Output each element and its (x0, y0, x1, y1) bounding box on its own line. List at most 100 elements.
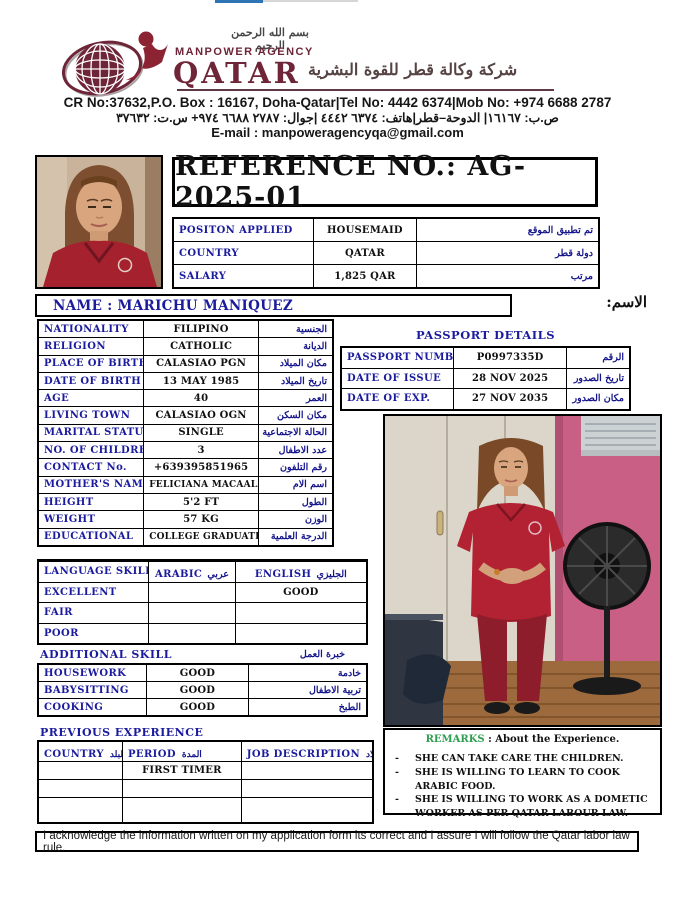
housework-arabic: خادمة (247, 663, 368, 682)
excellent-arabic-value (148, 581, 236, 603)
previous-experience-title: PREVIOUS EXPERIENCE (40, 726, 204, 739)
country-arabic: دولة قطر (415, 241, 600, 265)
scan-artifact-gray-strip (263, 0, 358, 2)
fullbody-photo-image (385, 416, 660, 725)
table-row: DATE OF EXP. 27 NOV 2035 مكان الصدور (340, 388, 631, 410)
table-row: MARITAL STATUS SINGLE الحالة الاجتماعية (37, 423, 334, 443)
poor-label: POOR (37, 622, 150, 645)
detail-value: 3 (143, 441, 259, 460)
period-column-header: PERIOD المدة (122, 740, 242, 762)
detail-value: CALASIAO PGN (143, 354, 259, 373)
table-row: LIVING TOWN CALASIAO OGN مكان السكن (37, 406, 334, 425)
detail-label: NATIONALITY (37, 319, 145, 339)
detail-value: +639395851965 (143, 458, 259, 477)
table-row: CONTACT No. +639395851965 رقم التلفون (37, 458, 334, 477)
header-divider (177, 89, 554, 91)
country-value: QATAR (313, 241, 417, 265)
detail-label: MOTHER'S NAME (37, 475, 145, 494)
detail-value: CALASIAO OGN (143, 406, 259, 425)
salary-label: SALARY (172, 264, 315, 289)
table-row: FIRST TIMER (37, 761, 374, 780)
babysitting-label: BABYSITTING (37, 681, 148, 699)
detail-value: FILIPINO (143, 319, 259, 339)
poor-english-value (234, 622, 368, 645)
detail-value: COLLEGE GRADUATE (143, 527, 259, 547)
table-row (37, 797, 374, 824)
agency-globe-logo (61, 28, 172, 98)
passport-number-value: P0997335D (453, 346, 568, 369)
table-row: POSITON APPLIED HOUSEMAID تم تطبيق الموق… (172, 217, 600, 242)
experience-country-cell (37, 779, 123, 798)
experience-period-cell (122, 779, 242, 798)
detail-label: MARITAL STATUS (37, 423, 145, 443)
country-column-header: COUNTRY البلد (37, 740, 123, 762)
detail-label: NO. OF CHILDREN (37, 441, 145, 460)
table-row (37, 779, 374, 798)
experience-job-cell (240, 761, 374, 780)
passport-details-title: PASSPORT DETAILS (415, 328, 556, 342)
poor-arabic-value (148, 622, 236, 645)
table-row: EXCELLENT GOOD (37, 581, 368, 603)
date-of-issue-label: DATE OF ISSUE (340, 367, 455, 389)
table-row: NATIONALITY FILIPINO الجنسية (37, 319, 334, 339)
country-header-en: COUNTRY (44, 749, 104, 760)
detail-arabic: الجنسية (257, 319, 334, 339)
detail-value: 13 MAY 1985 (143, 371, 259, 391)
table-row: LANGUAGE SKILLS: ARABIC عربي ENGLISH الج… (37, 560, 368, 583)
detail-label: WEIGHT (37, 510, 145, 529)
detail-arabic: مكان الميلاد (257, 354, 334, 373)
table-row: COUNTRY QATAR دولة قطر (172, 241, 600, 265)
contact-info-line: CR No:37632,P.O. Box : 16167, Doha-Qatar… (63, 95, 612, 110)
detail-label: HEIGHT (37, 492, 145, 512)
globe-person-icon (61, 31, 168, 97)
table-row: PLACE OF BIRTH CALASIAO PGN مكان الميلاد (37, 354, 334, 373)
detail-value: SINGLE (143, 423, 259, 443)
salary-arabic: مرتب (415, 264, 600, 289)
detail-arabic: اسم الام (257, 475, 334, 494)
date-of-issue-value: 28 NOV 2025 (453, 367, 568, 389)
detail-value: 5'2 FT (143, 492, 259, 512)
scan-artifact-blue-strip (215, 0, 263, 3)
bismillah-calligraphy: بسم الله الرحمن الرحيم (231, 26, 309, 52)
detail-value: FELICIANA MACAALAY (143, 475, 259, 494)
experience-job-cell (240, 779, 374, 798)
email-line: E-mail : manpoweragencyqa@gmail.com (211, 125, 464, 140)
agency-name-arabic: شركة وكالة قطر للقوة البشرية (308, 60, 518, 79)
excellent-english-value: GOOD (234, 581, 368, 603)
table-row: PASSPORT NUMBERP0997335Dالرقم (340, 346, 631, 369)
arabic-column-header: ARABIC عربي (148, 560, 236, 583)
detail-arabic: عدد الاطفال (257, 441, 334, 460)
passport-arabic: الرقم (566, 346, 631, 369)
experience-period-cell (122, 797, 242, 824)
date-of-exp-label: DATE OF EXP. (340, 388, 455, 410)
position-applied-table: POSITON APPLIED HOUSEMAID تم تطبيق الموق… (172, 217, 600, 289)
table-row: DATE OF ISSUE 28 NOV 2025 تاريخ الصدور (340, 367, 631, 389)
fair-english-value (234, 602, 368, 624)
detail-label: RELIGION (37, 337, 145, 356)
date-of-exp-value: 27 NOV 2035 (453, 388, 568, 410)
passport-arabic: تاريخ الصدور (566, 367, 631, 389)
country-header-ar: البلد (109, 750, 122, 760)
detail-arabic: الوزن (257, 510, 334, 529)
acknowledgement-box: I acknowledge the information written on… (35, 830, 639, 854)
detail-label: DATE OF BIRTH (37, 371, 145, 391)
remark-item: SHE IS WILLING TO LEARN TO COOK ARABIC F… (393, 766, 654, 794)
detail-arabic: الطول (257, 492, 334, 512)
experience-country-cell (37, 761, 123, 780)
table-row: HEIGHT 5'2 FT الطول (37, 492, 334, 512)
detail-arabic: الديانة (257, 337, 334, 356)
fair-arabic-value (148, 602, 236, 624)
english-column-header: ENGLISH الجليزي (234, 560, 368, 583)
language-skills-table: LANGUAGE SKILLS: ARABIC عربي ENGLISH الج… (37, 559, 368, 645)
detail-arabic: الحالة الاجتماعية (257, 423, 334, 443)
babysitting-arabic: تربية الاطفال (247, 681, 368, 699)
table-row: AGE 40 العمر (37, 389, 334, 408)
applicant-name: NAME : MARICHU MANIQUEZ (53, 297, 294, 314)
language-skills-label: LANGUAGE SKILLS: (37, 560, 150, 583)
reference-number-text: REFERENCE NO.: AG-2025-01 (175, 151, 527, 213)
table-row: WEIGHT 57 KG الوزن (37, 510, 334, 529)
detail-label: EDUCATIONAL (37, 527, 145, 547)
table-row: COUNTRY البلد PERIOD المدة JOB DESCRIPTION… (37, 740, 374, 762)
